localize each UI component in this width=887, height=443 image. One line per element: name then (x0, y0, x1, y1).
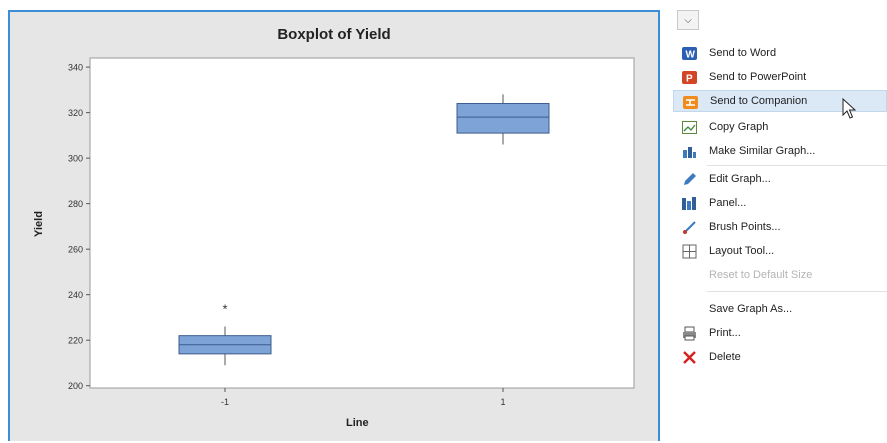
y-tick-label: 300 (68, 154, 83, 164)
menu-item-send-to-companion[interactable]: Send to Companion (673, 90, 887, 112)
y-tick-label: 260 (68, 245, 83, 255)
graph-window[interactable]: Boxplot of Yield 340 320 300 280 260 240 220 20… (8, 10, 660, 441)
menu-item-send-to-word[interactable]: W Send to Word (673, 42, 887, 64)
menu-item-edit-graph[interactable]: Edit Graph... (673, 168, 887, 190)
boxplot-chart[interactable]: 340 320 300 280 260 240 220 200 -1 * 1 (10, 12, 660, 443)
y-tick-label: 340 (68, 63, 83, 73)
copy-graph-icon (681, 119, 697, 135)
y-tick-label: 200 (68, 381, 83, 391)
y-tick-label: 240 (68, 290, 83, 300)
menu-item-copy-graph[interactable]: Copy Graph (673, 116, 887, 138)
graph-context-menu: W Send to Word P Send to PowerPoint Send… (673, 40, 887, 396)
menu-item-delete[interactable]: Delete (673, 346, 887, 368)
menu-separator (707, 291, 887, 292)
chart-title: Boxplot of Yield (277, 26, 391, 43)
outlier-marker: * (222, 301, 227, 316)
panel-icon (681, 195, 697, 211)
menu-item-reset-to-default-size: Reset to Default Size (709, 269, 813, 281)
box (456, 103, 550, 134)
chevron-down-icon: ⌵ (684, 14, 692, 26)
menu-item-make-similar-graph[interactable]: Make Similar Graph... (673, 140, 887, 162)
svg-text:W: W (685, 49, 695, 60)
menu-item-brush-points[interactable]: Brush Points... (673, 216, 887, 238)
menu-item-print[interactable]: Print... (673, 322, 887, 344)
x-axis-label: Line (346, 417, 369, 429)
svg-text:P: P (686, 73, 693, 84)
mouse-cursor-icon (842, 98, 856, 119)
delete-x-icon (681, 349, 697, 365)
y-tick-label: 320 (68, 108, 83, 118)
pencil-icon (681, 171, 697, 187)
menu-item-layout-tool[interactable]: Layout Tool... (673, 240, 887, 262)
y-axis-label: Yield (32, 211, 45, 237)
companion-icon (682, 94, 698, 110)
powerpoint-icon: P (681, 69, 697, 85)
menu-item-panel[interactable]: Panel... (673, 192, 887, 214)
menu-separator (707, 165, 887, 166)
word-icon: W (681, 45, 697, 61)
x-tick-label: -1 (221, 397, 229, 407)
similar-graph-icon (681, 143, 697, 159)
layout-icon (681, 243, 697, 259)
graph-options-dropdown-button[interactable]: ⌵ (677, 10, 699, 30)
x-tick-label: 1 (500, 397, 505, 407)
y-tick-label: 220 (68, 336, 83, 346)
menu-item-send-to-powerpoint[interactable]: P Send to PowerPoint (673, 66, 887, 88)
printer-icon (681, 325, 697, 341)
menu-item-save-graph-as[interactable]: Save Graph As... (709, 303, 793, 315)
plot-area (89, 57, 635, 389)
brush-icon (681, 219, 697, 235)
y-tick-label: 280 (68, 199, 83, 209)
